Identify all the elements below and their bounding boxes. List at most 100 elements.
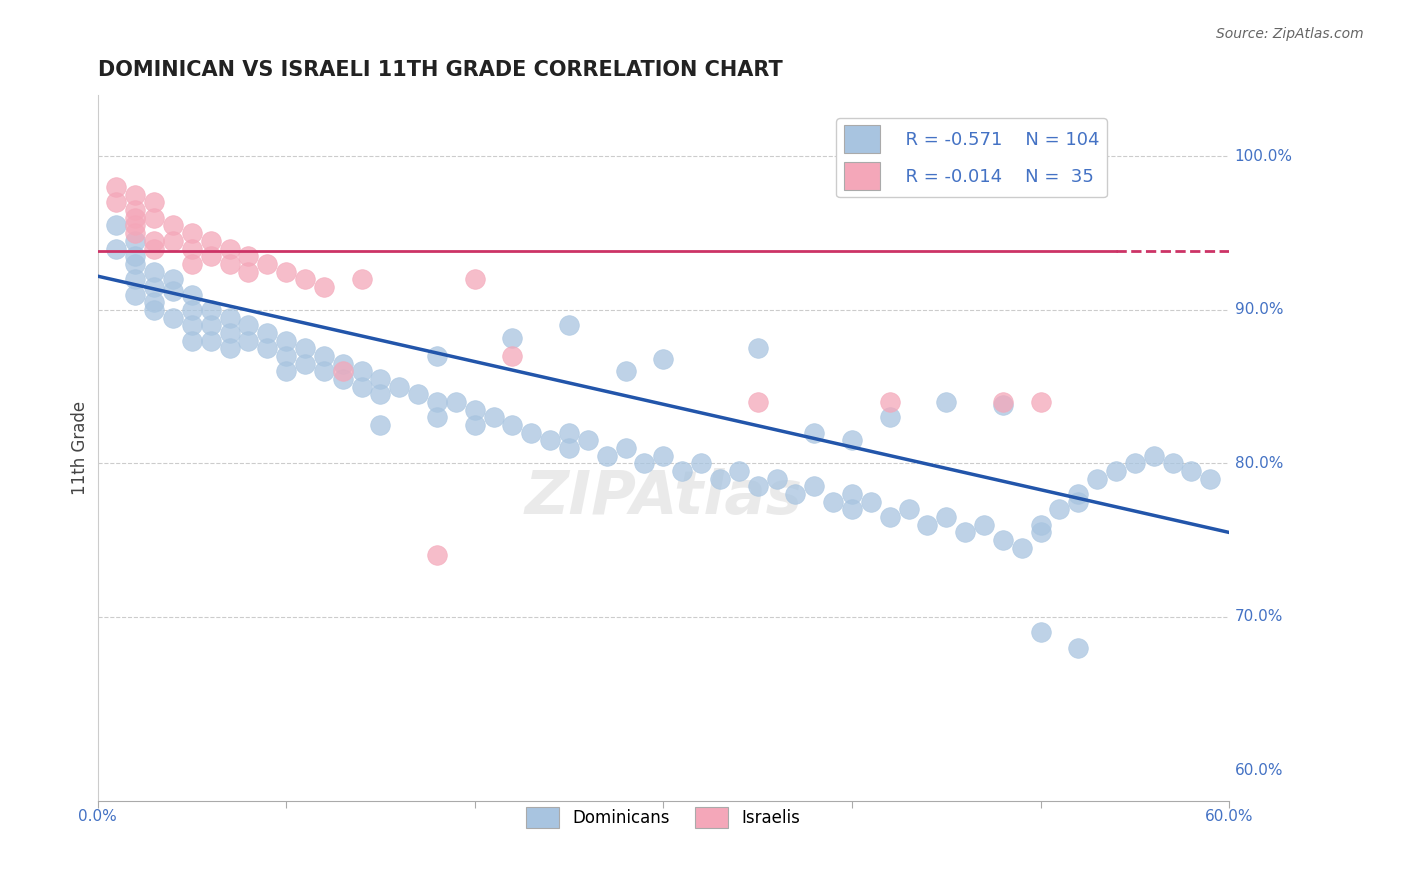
Point bbox=[294, 341, 316, 355]
Point bbox=[709, 472, 731, 486]
Point bbox=[803, 479, 825, 493]
Point bbox=[879, 410, 901, 425]
Point bbox=[841, 502, 863, 516]
Point bbox=[1067, 640, 1090, 655]
Point bbox=[823, 494, 845, 508]
Point bbox=[1029, 625, 1052, 640]
Point bbox=[538, 434, 561, 448]
Point bbox=[294, 272, 316, 286]
Text: Source: ZipAtlas.com: Source: ZipAtlas.com bbox=[1216, 27, 1364, 41]
Point bbox=[652, 351, 675, 366]
Point bbox=[162, 234, 184, 248]
Text: ZIPAtlas: ZIPAtlas bbox=[524, 468, 803, 527]
Point bbox=[1011, 541, 1033, 555]
Point bbox=[124, 272, 146, 286]
Point bbox=[897, 502, 920, 516]
Point bbox=[370, 372, 392, 386]
Point bbox=[1199, 472, 1222, 486]
Point bbox=[1143, 449, 1166, 463]
Point bbox=[879, 510, 901, 524]
Point bbox=[1067, 487, 1090, 501]
Point bbox=[162, 272, 184, 286]
Point bbox=[276, 349, 298, 363]
Point bbox=[406, 387, 429, 401]
Point bbox=[1047, 502, 1070, 516]
Point bbox=[576, 434, 599, 448]
Point bbox=[162, 285, 184, 299]
Point bbox=[1029, 395, 1052, 409]
Point bbox=[558, 425, 581, 440]
Point bbox=[124, 187, 146, 202]
Point bbox=[633, 456, 655, 470]
Point bbox=[312, 349, 335, 363]
Point bbox=[124, 219, 146, 233]
Point bbox=[124, 249, 146, 263]
Point bbox=[1029, 517, 1052, 532]
Point bbox=[558, 441, 581, 455]
Point bbox=[143, 264, 166, 278]
Point bbox=[747, 479, 769, 493]
Point bbox=[1180, 464, 1202, 478]
Point bbox=[143, 280, 166, 294]
Point bbox=[276, 364, 298, 378]
Point bbox=[464, 272, 486, 286]
Point bbox=[1105, 464, 1128, 478]
Point bbox=[1067, 494, 1090, 508]
Point bbox=[256, 257, 278, 271]
Point bbox=[803, 425, 825, 440]
Point bbox=[991, 533, 1014, 548]
Point bbox=[388, 379, 411, 393]
Point bbox=[200, 334, 222, 348]
Point bbox=[124, 203, 146, 218]
Point bbox=[501, 417, 523, 432]
Point bbox=[1029, 525, 1052, 540]
Point bbox=[501, 330, 523, 344]
Point bbox=[180, 226, 202, 240]
Point bbox=[765, 472, 787, 486]
Point bbox=[464, 417, 486, 432]
Point bbox=[444, 395, 467, 409]
Point bbox=[312, 364, 335, 378]
Text: 0.0%: 0.0% bbox=[79, 809, 117, 823]
Point bbox=[785, 487, 807, 501]
Legend:   R = -0.571    N = 104,   R = -0.014    N =  35: R = -0.571 N = 104, R = -0.014 N = 35 bbox=[837, 119, 1107, 197]
Point bbox=[690, 456, 713, 470]
Point bbox=[350, 379, 373, 393]
Point bbox=[370, 417, 392, 432]
Point bbox=[596, 449, 619, 463]
Point bbox=[143, 234, 166, 248]
Point bbox=[501, 349, 523, 363]
Point bbox=[200, 302, 222, 317]
Point bbox=[1085, 472, 1108, 486]
Point bbox=[105, 242, 128, 256]
Point bbox=[180, 334, 202, 348]
Point bbox=[238, 249, 260, 263]
Point bbox=[1161, 456, 1184, 470]
Point bbox=[180, 257, 202, 271]
Text: 100.0%: 100.0% bbox=[1234, 149, 1292, 164]
Point bbox=[1123, 456, 1146, 470]
Point bbox=[727, 464, 749, 478]
Point bbox=[200, 249, 222, 263]
Point bbox=[991, 398, 1014, 412]
Point bbox=[935, 395, 957, 409]
Point bbox=[218, 310, 240, 325]
Text: DOMINICAN VS ISRAELI 11TH GRADE CORRELATION CHART: DOMINICAN VS ISRAELI 11TH GRADE CORRELAT… bbox=[97, 60, 782, 79]
Point bbox=[162, 219, 184, 233]
Point bbox=[256, 326, 278, 340]
Point bbox=[426, 349, 449, 363]
Point bbox=[276, 264, 298, 278]
Point bbox=[124, 211, 146, 225]
Point bbox=[350, 364, 373, 378]
Point bbox=[614, 364, 637, 378]
Point bbox=[332, 372, 354, 386]
Point bbox=[200, 234, 222, 248]
Point bbox=[105, 180, 128, 194]
Point bbox=[973, 517, 995, 532]
Text: 70.0%: 70.0% bbox=[1234, 609, 1284, 624]
Point bbox=[370, 387, 392, 401]
Point bbox=[332, 357, 354, 371]
Point bbox=[124, 257, 146, 271]
Point bbox=[426, 410, 449, 425]
Point bbox=[256, 341, 278, 355]
